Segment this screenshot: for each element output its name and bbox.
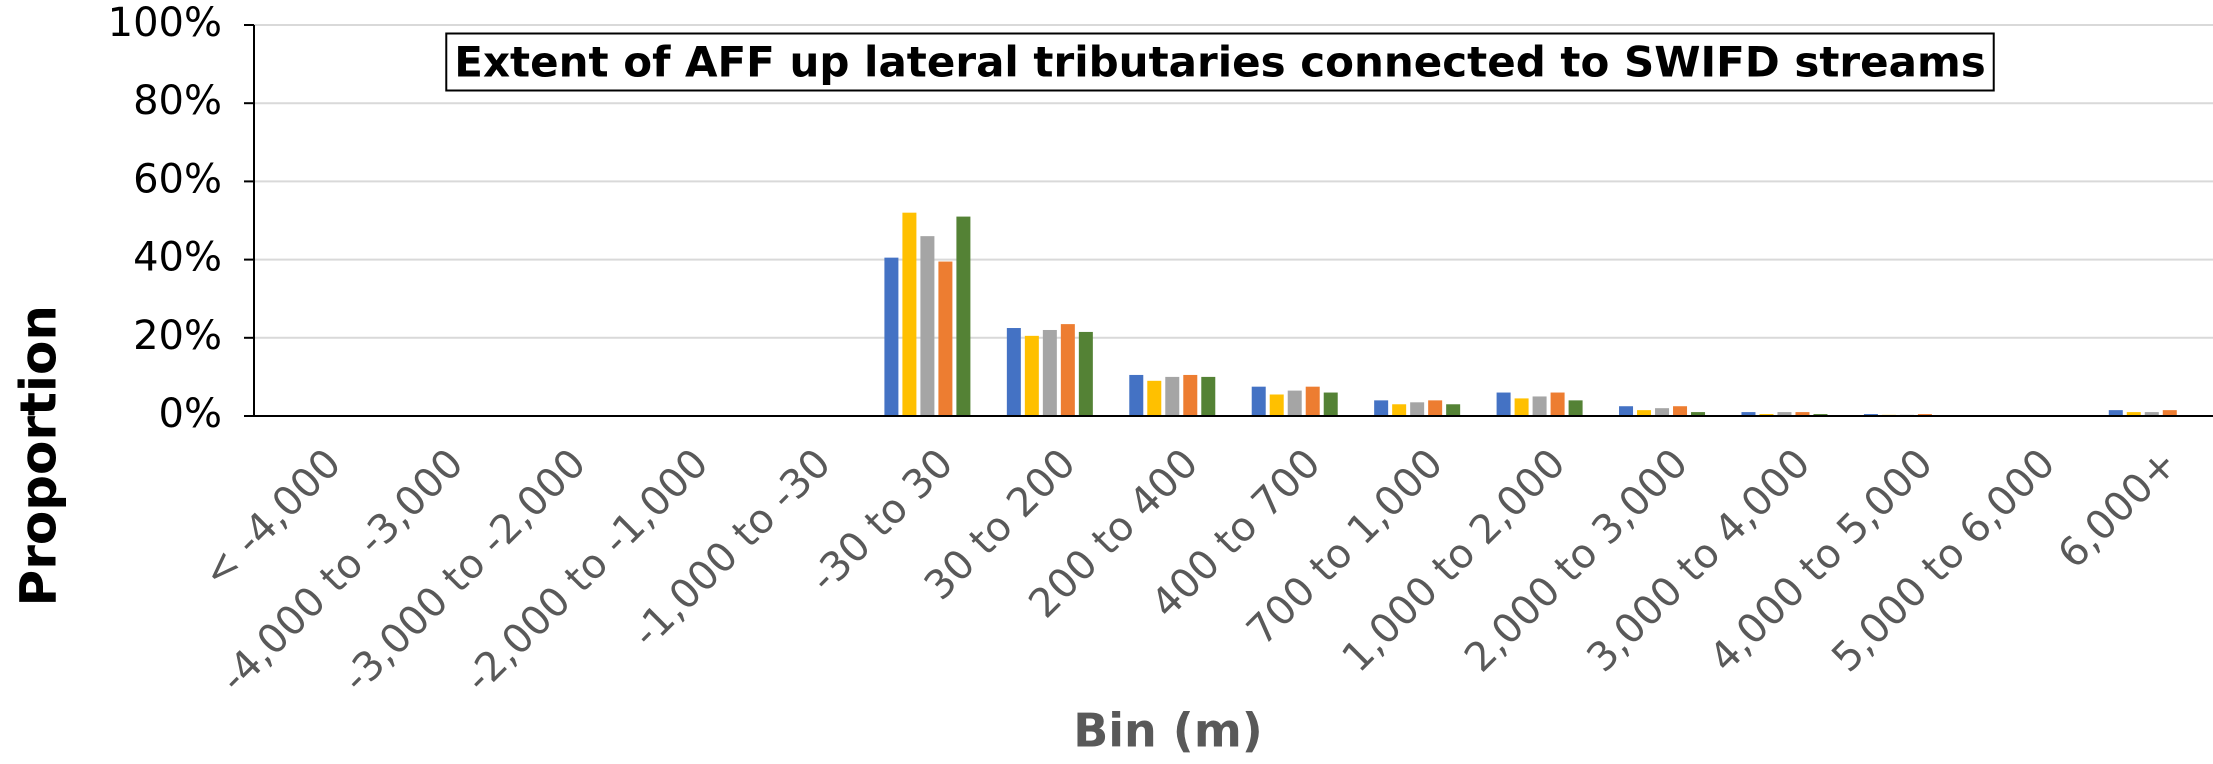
y-tick-label: 40%: [133, 235, 222, 281]
bar: [1428, 400, 1443, 416]
x-tick-label: 6,000+: [2049, 440, 2186, 577]
bar: [1269, 394, 1284, 416]
bar: [1006, 328, 1021, 416]
bar: [1637, 410, 1652, 416]
y-tick-label: 60%: [133, 156, 222, 202]
bar: [1514, 398, 1529, 416]
bar: [1496, 392, 1511, 416]
bar: [920, 236, 935, 416]
y-tick-label: 0%: [159, 391, 222, 437]
bar: [938, 261, 953, 416]
y-axis-label: Proportion: [10, 305, 68, 606]
y-tick-label: 20%: [133, 313, 222, 359]
y-tick-label: 80%: [133, 78, 222, 124]
chart-title: Extent of AFF up lateral tributaries con…: [454, 38, 1985, 87]
bar: [1201, 376, 1216, 416]
x-tick-label: 1,000 to 2,000: [1334, 440, 1575, 681]
bar: [1251, 386, 1266, 416]
bar: [2162, 410, 2177, 416]
bar: [1741, 412, 1756, 416]
bar: [1287, 390, 1302, 416]
bar: [1078, 331, 1093, 416]
bar: [956, 216, 971, 416]
bar: [1024, 335, 1039, 416]
bar: [1410, 402, 1425, 416]
bar: [1619, 406, 1634, 416]
bar: [1446, 404, 1461, 416]
bar: [1795, 412, 1810, 416]
bar: [2108, 410, 2123, 416]
bar: [1550, 392, 1565, 416]
x-tick-label: 2,000 to 3,000: [1456, 440, 1697, 681]
bar: [1129, 374, 1144, 416]
bar: [2144, 412, 2159, 416]
x-axis-label: Bin (m): [1073, 704, 1263, 758]
bar: [1060, 324, 1075, 416]
bar: [1392, 404, 1407, 416]
bar: [1305, 386, 1320, 416]
bar: [1147, 380, 1162, 416]
x-tick-label: 3,000 to 4,000: [1578, 440, 1819, 681]
bar: [1532, 396, 1547, 416]
bar: [1568, 400, 1583, 416]
title-box: [445, 32, 1995, 92]
bar: [884, 257, 899, 416]
bar: [1042, 329, 1057, 416]
y-tick-label: 100%: [108, 0, 222, 46]
bar: [1777, 412, 1792, 416]
bar: [1655, 408, 1670, 416]
bar: [2126, 412, 2141, 416]
x-tick-label: 5,000 to 6,000: [1823, 440, 2064, 681]
bar: [1183, 374, 1198, 416]
bar: [902, 212, 917, 416]
x-tick-label: 4,000 to 5,000: [1701, 440, 1942, 681]
bar: [1165, 376, 1180, 416]
bar: [1374, 400, 1389, 416]
bar: [1323, 392, 1338, 416]
bar: [1673, 406, 1688, 416]
bar: [1691, 412, 1706, 416]
